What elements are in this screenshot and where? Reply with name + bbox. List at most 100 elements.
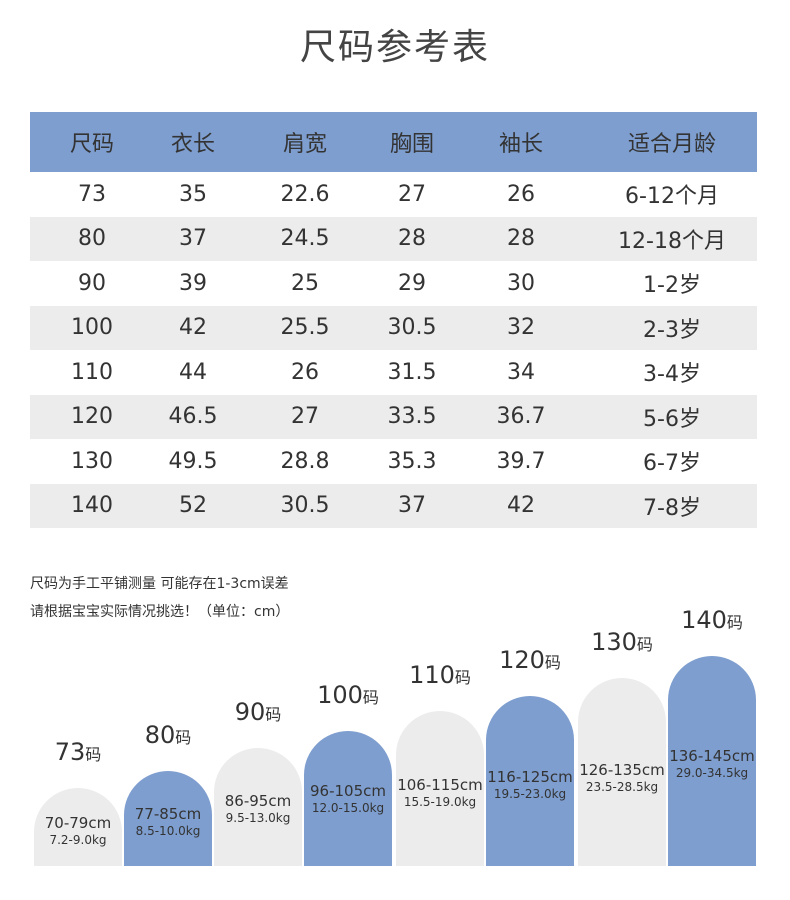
size-number: 140 xyxy=(681,606,727,634)
table-cell: 120 xyxy=(71,404,113,430)
height-range: 86-95cm xyxy=(224,792,292,810)
arch xyxy=(486,696,574,866)
table-cell: 130 xyxy=(71,448,113,474)
size-unit: 码 xyxy=(454,668,471,687)
table-cell: 100 xyxy=(71,315,113,341)
weight-range: 23.5-28.5kg xyxy=(585,780,659,794)
table-cell: 2-3岁 xyxy=(643,317,701,343)
height-range: 116-125cm xyxy=(487,768,573,786)
table-cell: 140 xyxy=(71,493,113,519)
table-cell: 22.6 xyxy=(280,181,330,207)
weight-range: 7.2-9.0kg xyxy=(49,833,107,847)
table-row: 120 46.5 27 33.5 36.7 5-6岁 xyxy=(30,394,757,439)
size-number: 130 xyxy=(591,628,637,656)
table-cell: 6-7岁 xyxy=(643,451,701,477)
size-number: 120 xyxy=(499,646,545,674)
size-unit: 码 xyxy=(544,653,561,672)
height-range: 126-135cm xyxy=(579,761,665,779)
height-range: 106-115cm xyxy=(397,776,483,794)
arch xyxy=(396,711,484,866)
table-cell: 6-12个月 xyxy=(625,184,719,210)
height-range: 70-79cm xyxy=(44,814,112,832)
arch xyxy=(304,731,392,866)
size-info: 106-115cm 15.5-19.0kg xyxy=(394,776,486,809)
size-label: 110码 xyxy=(390,661,490,689)
size-table: 尺码 衣长 肩宽 胸围 袖长 适合月龄 73 35 22.6 27 26 6-12个月 80 37 24.5… xyxy=(30,112,757,528)
size-label: 140码 xyxy=(662,606,762,634)
table-cell: 26 xyxy=(291,359,319,385)
table-cell: 44 xyxy=(179,359,207,385)
table-cell: 46.5 xyxy=(168,404,218,430)
size-info: 116-125cm 19.5-23.0kg xyxy=(484,768,576,801)
table-cell: 3-4岁 xyxy=(643,362,701,388)
header-cell: 胸围 xyxy=(389,132,434,157)
header-row: 尺码 衣长 肩宽 胸围 袖长 适合月龄 xyxy=(30,112,757,172)
table-cell: 37 xyxy=(398,493,426,519)
size-unit: 码 xyxy=(636,635,653,654)
table-cell: 42 xyxy=(179,315,207,341)
table-cell: 30.5 xyxy=(387,315,437,341)
table-cell: 32 xyxy=(507,315,535,341)
header-cell: 适合月龄 xyxy=(627,132,716,157)
arch xyxy=(578,678,666,866)
table-cell: 52 xyxy=(179,493,207,519)
header-cell: 衣长 xyxy=(170,132,215,157)
arch xyxy=(668,656,756,866)
size-number: 100 xyxy=(317,681,363,709)
table-cell: 30.5 xyxy=(280,493,330,519)
table-cell: 35.3 xyxy=(387,448,437,474)
title: 尺码参考表 xyxy=(299,27,490,68)
arch xyxy=(34,788,122,866)
table-row: 130 49.5 28.8 35.3 39.7 6-7岁 xyxy=(30,439,757,484)
table-cell: 26 xyxy=(507,181,535,207)
height-range: 77-85cm xyxy=(134,805,202,823)
weight-range: 8.5-10.0kg xyxy=(135,824,201,838)
weight-range: 29.0-34.5kg xyxy=(675,766,749,780)
table-cell: 27 xyxy=(291,404,319,430)
size-unit: 码 xyxy=(726,613,743,632)
table-cell: 110 xyxy=(71,359,113,385)
arch xyxy=(214,748,302,866)
size-info: 136-145cm 29.0-34.5kg xyxy=(666,747,758,780)
table-row: 80 37 24.5 28 28 12-18个月 xyxy=(30,216,757,261)
size-info: 96-105cm 12.0-15.0kg xyxy=(302,782,394,815)
note: 尺码为手工平铺测量 可能存在1-3cm误差 xyxy=(30,576,289,592)
size-number: 80 xyxy=(144,721,176,749)
size-info: 126-135cm 23.5-28.5kg xyxy=(576,761,668,794)
table-cell: 5-6岁 xyxy=(643,406,701,432)
height-range: 96-105cm xyxy=(310,782,386,800)
weight-range: 9.5-13.0kg xyxy=(225,811,291,825)
table-cell: 25.5 xyxy=(280,315,330,341)
table-row: 100 42 25.5 30.5 32 2-3岁 xyxy=(30,305,757,350)
table-cell: 90 xyxy=(78,270,106,296)
table-cell: 30 xyxy=(507,270,535,296)
size-unit: 码 xyxy=(265,705,282,724)
table-cell: 12-18个月 xyxy=(618,228,726,254)
size-label: 130码 xyxy=(572,628,672,656)
table-row: 110 44 26 31.5 34 3-4岁 xyxy=(30,350,757,395)
table-cell: 49.5 xyxy=(168,448,218,474)
weight-range: 19.5-23.0kg xyxy=(493,787,567,801)
size-label: 120码 xyxy=(480,646,580,674)
weight-range: 12.0-15.0kg xyxy=(311,801,385,815)
weight-range: 15.5-19.0kg xyxy=(403,795,477,809)
table-cell: 42 xyxy=(507,493,535,519)
table-cell: 24.5 xyxy=(280,226,330,252)
table-cell: 28.8 xyxy=(280,448,330,474)
table-cell: 29 xyxy=(398,270,426,296)
size-label: 100码 xyxy=(298,681,398,709)
table-cell: 31.5 xyxy=(387,359,437,385)
size-info: 86-95cm 9.5-13.0kg xyxy=(212,792,304,825)
table-row: 140 52 30.5 37 42 7-8岁 xyxy=(30,483,757,528)
table-row: 90 39 25 29 30 1-2岁 xyxy=(30,261,757,306)
table-cell: 73 xyxy=(78,181,106,207)
table-cell: 36.7 xyxy=(496,404,546,430)
table-cell: 1-2岁 xyxy=(643,273,701,299)
table-cell: 28 xyxy=(507,226,535,252)
table-cell: 35 xyxy=(179,181,207,207)
table-cell: 27 xyxy=(398,181,426,207)
size-number: 110 xyxy=(409,661,455,689)
note: 请根据宝宝实际情况挑选！（单位：cm） xyxy=(30,604,290,620)
table-cell: 39.7 xyxy=(496,448,546,474)
